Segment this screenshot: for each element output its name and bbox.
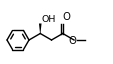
Text: OH: OH: [41, 15, 55, 24]
Text: O: O: [67, 36, 75, 46]
Text: O: O: [62, 12, 70, 23]
Polygon shape: [39, 23, 41, 33]
